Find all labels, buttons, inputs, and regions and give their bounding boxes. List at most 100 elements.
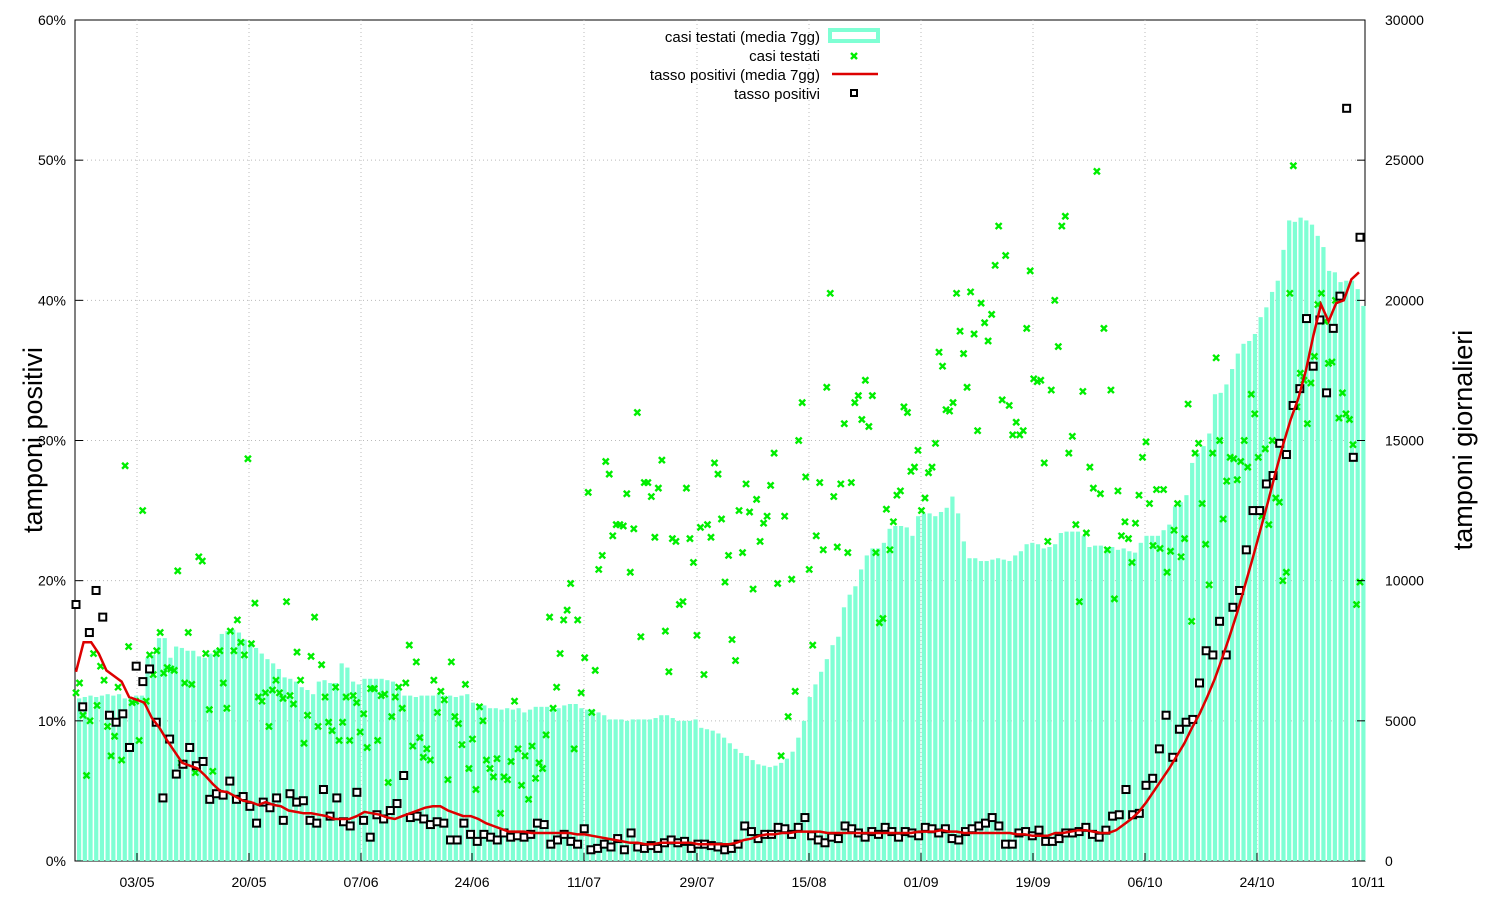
daily-tests-point — [556, 649, 564, 658]
x-tick-label: 07/06 — [343, 874, 378, 890]
daily-tests-point — [1268, 436, 1277, 445]
daily-tests-point — [293, 648, 301, 657]
bar — [328, 682, 333, 861]
daily-tests-point — [100, 676, 108, 685]
bar — [767, 767, 772, 861]
daily-tests-point — [836, 480, 845, 488]
rate-point — [874, 829, 883, 839]
rate-point — [1148, 773, 1158, 783]
daily-tests-point — [444, 775, 452, 784]
rate-point — [272, 793, 282, 803]
daily-tests-point — [1170, 526, 1178, 535]
bar — [436, 694, 441, 861]
rate-point — [1342, 103, 1352, 113]
daily-tests-point — [1342, 410, 1350, 418]
rate-point — [1054, 834, 1064, 844]
bar — [927, 513, 932, 861]
daily-tests-point — [465, 764, 473, 773]
bar — [1321, 247, 1326, 861]
bar — [590, 709, 595, 861]
daily-tests-point — [272, 676, 280, 685]
daily-tests-point — [307, 652, 315, 661]
daily-tests-point — [1264, 520, 1273, 529]
rate-point — [994, 821, 1004, 831]
rate-point — [1335, 291, 1345, 301]
rate-point — [359, 815, 369, 825]
daily-tests-point — [289, 700, 298, 708]
bar — [1093, 545, 1098, 861]
daily-tests-point — [566, 579, 575, 588]
daily-tests-point — [710, 459, 719, 467]
rate-point — [981, 818, 990, 828]
daily-tests-point — [1166, 547, 1175, 556]
bar — [527, 709, 533, 861]
daily-tests-point — [928, 463, 936, 471]
daily-tests-point — [328, 726, 336, 735]
bar — [984, 561, 989, 861]
daily-tests-point — [900, 403, 908, 411]
bar — [1241, 343, 1246, 861]
daily-tests-point — [1057, 222, 1066, 230]
daily-tests-point — [952, 289, 961, 298]
rate-point — [399, 770, 409, 780]
daily-tests-point — [117, 756, 126, 764]
daily-tests-point — [1096, 489, 1105, 498]
rate-point — [1322, 388, 1332, 398]
daily-tests-point — [1247, 390, 1256, 399]
bar — [1155, 535, 1161, 861]
bar — [493, 708, 498, 861]
bar — [704, 729, 710, 861]
daily-tests-point — [223, 704, 231, 713]
bar — [1138, 542, 1143, 861]
daily-tests-point — [1250, 410, 1259, 418]
bar — [265, 659, 270, 861]
bar — [756, 764, 761, 861]
bar — [94, 697, 99, 861]
bar — [596, 712, 601, 861]
daily-tests-point — [977, 299, 985, 307]
daily-tests-point — [1145, 499, 1154, 508]
daily-tests-point — [735, 506, 743, 515]
bar — [1172, 506, 1178, 861]
rate-point — [352, 787, 362, 797]
bar — [727, 743, 732, 861]
daily-tests-point — [833, 543, 842, 551]
rate-point — [385, 806, 395, 816]
daily-tests-point — [121, 461, 129, 470]
bar — [1349, 280, 1355, 862]
daily-tests-point — [1335, 414, 1343, 422]
daily-tests-point — [1289, 161, 1298, 170]
daily-tests-point — [380, 690, 389, 699]
bar — [1264, 307, 1269, 861]
bar — [739, 753, 744, 861]
bar — [790, 751, 795, 861]
daily-tests-point — [1177, 552, 1185, 561]
bar — [1332, 272, 1337, 861]
bar — [362, 678, 367, 861]
daily-tests-point — [700, 670, 708, 679]
bar — [904, 527, 909, 861]
daily-tests-point — [335, 736, 343, 745]
rate-point — [365, 832, 375, 842]
daily-tests-point — [1275, 498, 1284, 507]
daily-tests-point — [931, 439, 940, 448]
daily-tests-point — [991, 261, 999, 270]
daily-tests-point — [742, 480, 750, 488]
bar — [128, 697, 133, 861]
bar — [345, 667, 350, 861]
daily-tests-point — [198, 557, 207, 565]
daily-tests-point — [356, 728, 365, 736]
daily-tests-point — [1212, 353, 1221, 362]
daily-tests-point — [665, 667, 673, 676]
x-tick-label: 01/09 — [903, 874, 938, 890]
daily-tests-point — [573, 616, 582, 624]
daily-tests-point — [798, 398, 807, 407]
daily-tests-point — [921, 494, 929, 502]
daily-tests-point — [1233, 475, 1242, 484]
daily-tests-point — [261, 688, 270, 697]
bar — [151, 654, 156, 861]
daily-tests-point — [924, 468, 933, 477]
bar — [293, 681, 299, 861]
daily-tests-point — [910, 463, 919, 471]
daily-tests-point — [205, 705, 214, 714]
